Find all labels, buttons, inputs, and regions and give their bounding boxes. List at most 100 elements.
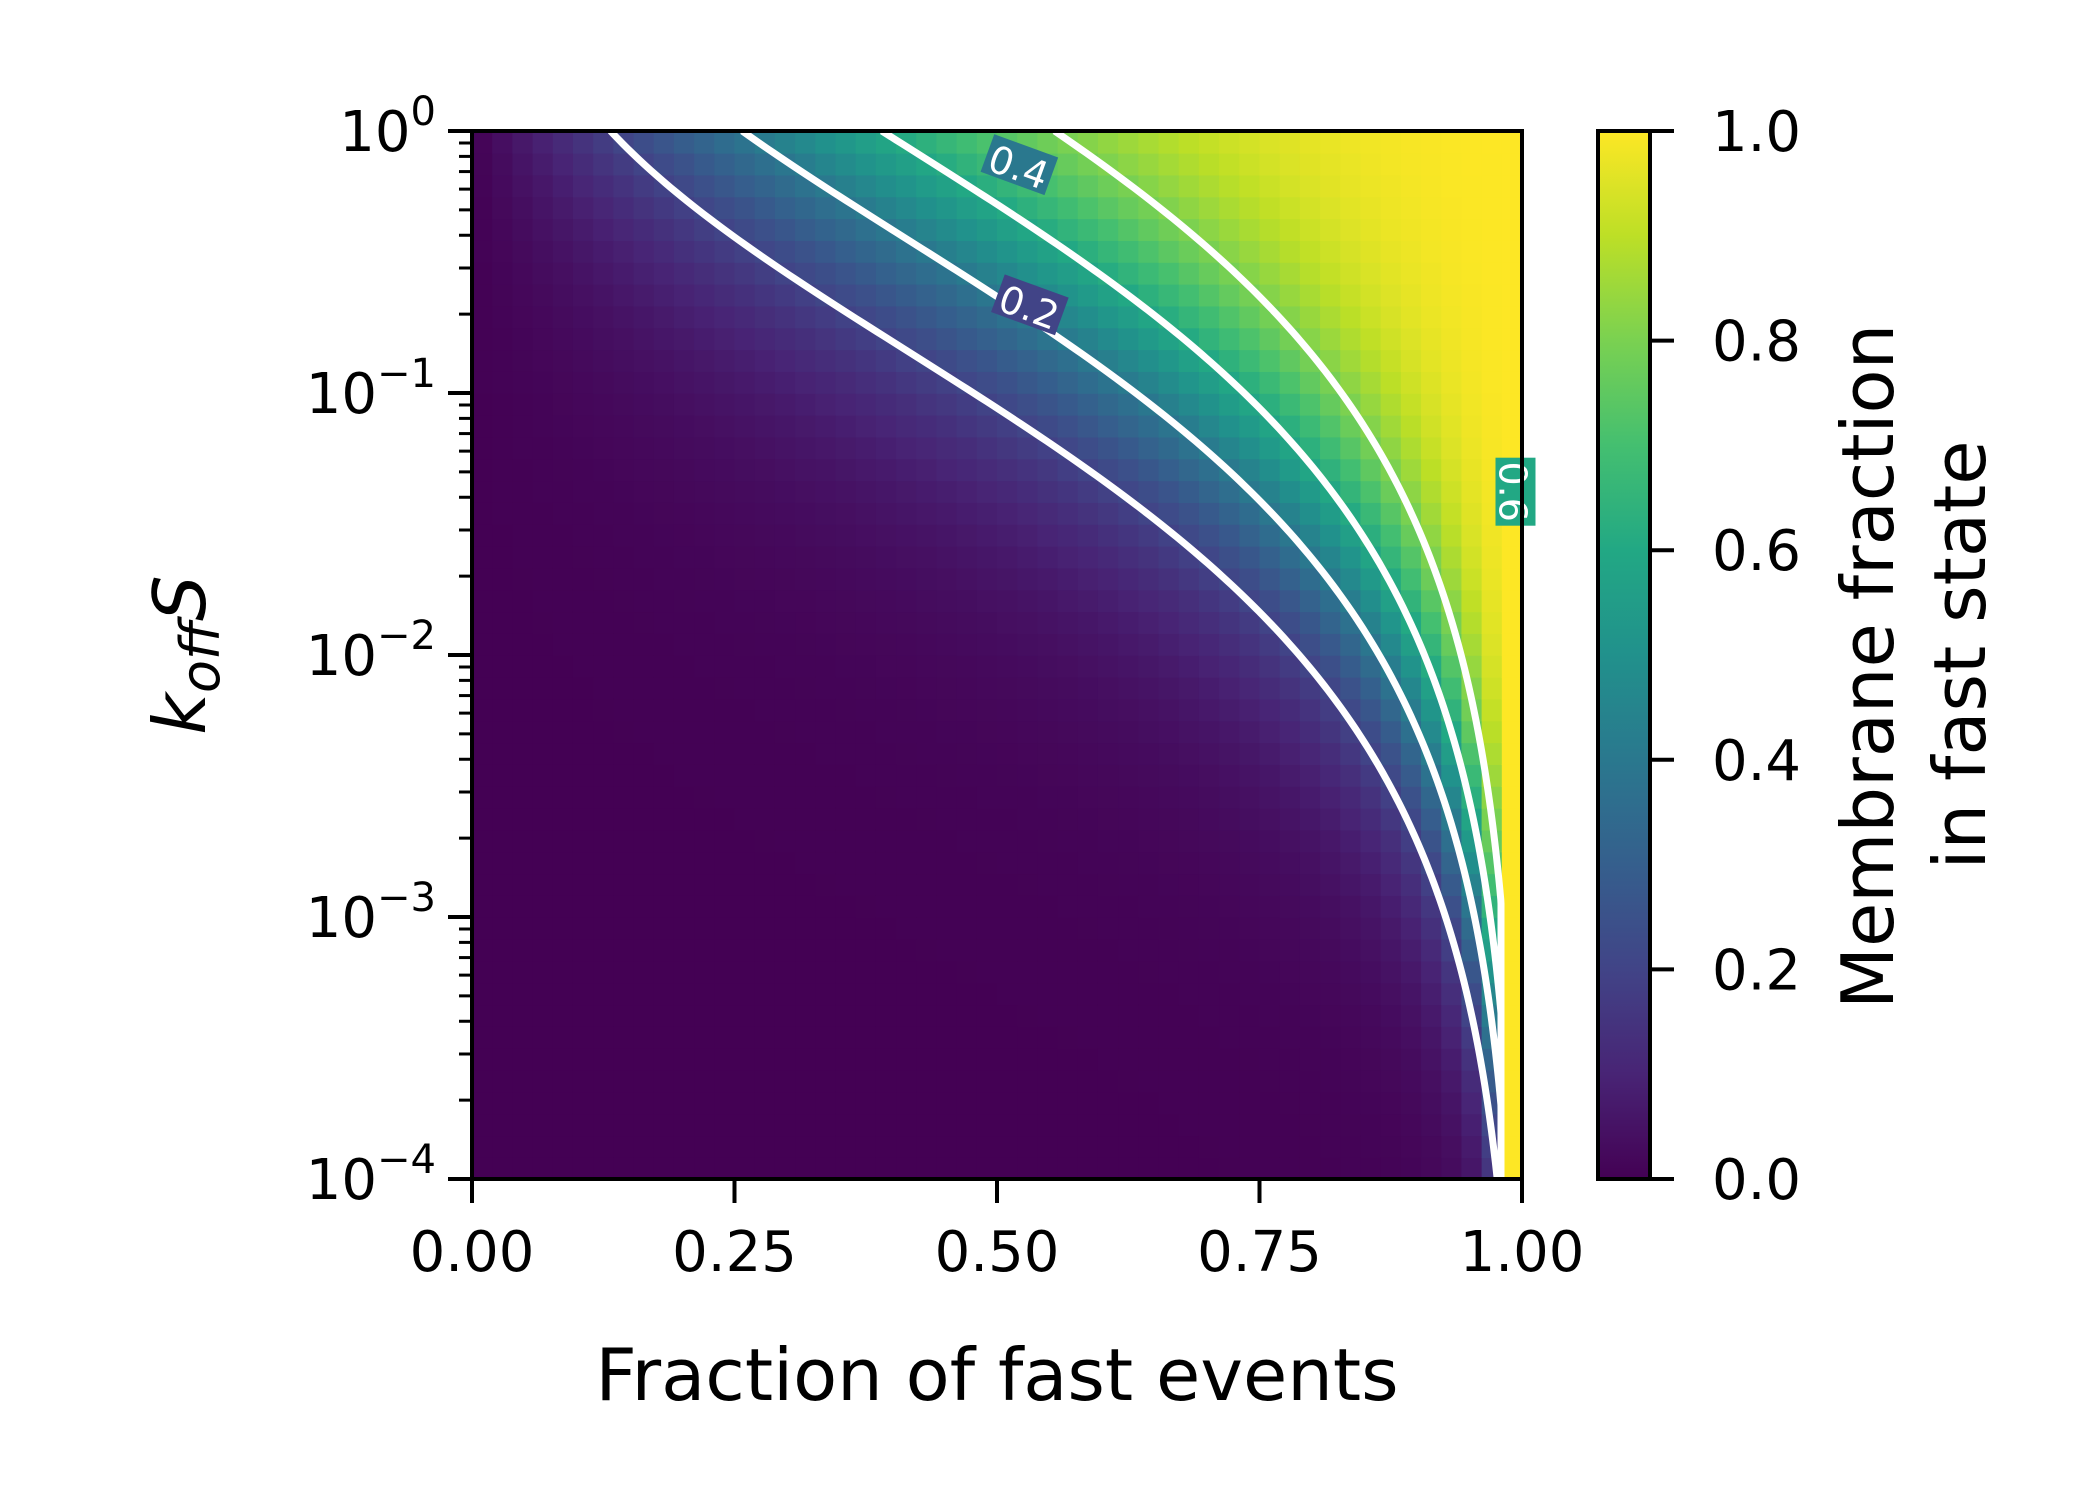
heatmap-cell <box>472 873 493 896</box>
heatmap-cell <box>694 524 716 547</box>
heatmap-cell <box>1017 327 1039 351</box>
heatmap-cell <box>1077 1091 1099 1115</box>
heatmap-cell <box>1279 829 1301 853</box>
heatmap-cell <box>1360 262 1382 285</box>
heatmap-cell <box>714 152 736 176</box>
heatmap-cell <box>673 807 695 831</box>
heatmap-cell <box>1037 742 1059 765</box>
heatmap-cell <box>552 851 574 875</box>
heatmap-cell <box>1037 1157 1059 1179</box>
heatmap-cell <box>1340 240 1362 263</box>
colorbar-tick-label: 0.4 <box>1712 729 1801 794</box>
heatmap-cell <box>956 873 978 896</box>
heatmap-cell <box>916 1048 938 1071</box>
heatmap-cell <box>774 174 796 198</box>
heatmap-cell <box>795 851 817 875</box>
heatmap-cell <box>835 938 857 962</box>
heatmap-cell <box>855 240 877 263</box>
heatmap-cell <box>1158 1069 1180 1093</box>
heatmap-cell <box>1461 349 1483 372</box>
heatmap-cell <box>1057 829 1079 853</box>
heatmap-cell <box>472 174 493 198</box>
heatmap-cell <box>1340 131 1362 154</box>
heatmap-cell <box>1178 960 1200 984</box>
heatmap-cell <box>1118 1026 1140 1049</box>
heatmap-cell <box>916 567 938 591</box>
heatmap-cell <box>815 698 837 722</box>
heatmap-cell <box>1198 611 1220 634</box>
heatmap-cell <box>1097 524 1119 547</box>
heatmap-cell <box>694 982 716 1006</box>
heatmap-cell <box>673 218 695 241</box>
heatmap-cell <box>1178 676 1200 700</box>
heatmap-cell <box>916 676 938 700</box>
contour-label-gap <box>980 134 1059 196</box>
heatmap-cell <box>653 1048 675 1071</box>
heatmap-cell <box>714 283 736 307</box>
heatmap-cell <box>774 327 796 351</box>
heatmap-cell <box>593 436 615 460</box>
heatmap-cell <box>1501 240 1522 263</box>
heatmap-cell <box>532 807 554 831</box>
heatmap-cell <box>1380 742 1402 765</box>
heatmap-cell <box>1441 1113 1463 1137</box>
heatmap-cell <box>855 655 877 678</box>
heatmap-cell <box>734 917 756 940</box>
heatmap-cell <box>593 851 615 875</box>
heatmap-cell <box>1198 1157 1220 1179</box>
heatmap-cell <box>1077 1026 1099 1049</box>
heatmap-cell <box>1077 829 1099 853</box>
heatmap-cell <box>613 524 635 547</box>
heatmap-cell <box>1259 1004 1281 1027</box>
heatmap-cell <box>1097 218 1119 241</box>
heatmap-cell <box>855 327 877 351</box>
heatmap-cell <box>754 436 776 460</box>
heatmap-cell <box>956 764 978 787</box>
heatmap-cell <box>1239 1157 1261 1179</box>
heatmap-cell <box>512 371 534 394</box>
heatmap-cell <box>1259 1069 1281 1093</box>
heatmap-cell <box>1037 349 1059 372</box>
heatmap-cell <box>472 196 493 220</box>
heatmap-cell <box>1219 851 1241 875</box>
heatmap-cell <box>1461 480 1483 503</box>
heatmap-cell <box>1259 676 1281 700</box>
heatmap-cell <box>613 240 635 263</box>
heatmap-cell <box>855 349 877 372</box>
heatmap-cell <box>1239 851 1261 875</box>
heatmap-cell <box>956 414 978 438</box>
heatmap-cell <box>1118 720 1140 744</box>
heatmap-cell <box>653 698 675 722</box>
heatmap-cell <box>532 676 554 700</box>
heatmap-cell <box>593 1135 615 1158</box>
heatmap-cell <box>1158 262 1180 285</box>
heatmap-cell <box>936 786 958 809</box>
heatmap-cell <box>1259 436 1281 460</box>
heatmap-cell <box>633 1026 655 1049</box>
heatmap-cell <box>1037 698 1059 722</box>
heatmap-cell <box>1158 240 1180 263</box>
heatmap-cell <box>1421 502 1443 525</box>
heatmap-cell <box>774 676 796 700</box>
heatmap-cell <box>552 371 574 394</box>
heatmap-cell <box>1198 633 1220 656</box>
heatmap-cell <box>1320 633 1342 656</box>
heatmap-cell <box>916 174 938 198</box>
heatmap-cell <box>1118 786 1140 809</box>
heatmap-cell <box>1380 436 1402 460</box>
heatmap-cell <box>472 938 493 962</box>
heatmap-cell <box>896 1026 918 1049</box>
heatmap-cell <box>472 764 493 787</box>
heatmap-cell <box>1138 873 1160 896</box>
heatmap-cell <box>613 567 635 591</box>
heatmap-cell <box>754 720 776 744</box>
heatmap-cell <box>572 480 594 503</box>
heatmap-cell <box>593 414 615 438</box>
heatmap-cell <box>633 480 655 503</box>
heatmap-cell <box>492 960 514 984</box>
heatmap-cell <box>673 393 695 416</box>
heatmap-cell <box>633 458 655 482</box>
heatmap-cell <box>795 131 817 154</box>
heatmap-cell <box>1057 414 1079 438</box>
